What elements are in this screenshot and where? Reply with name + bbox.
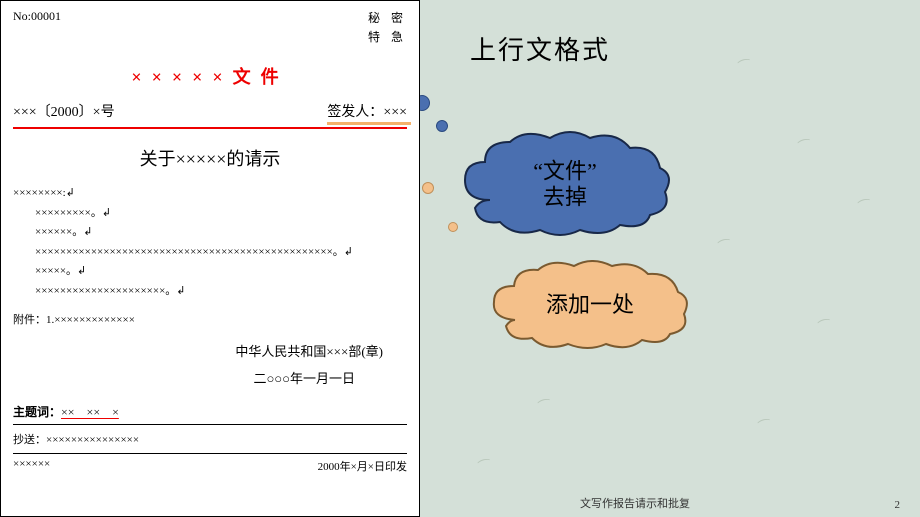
footer-text: 文写作报告请示和批复: [580, 495, 690, 511]
signer-field: 签发人：×××: [327, 101, 407, 121]
page-number: 2: [895, 499, 901, 511]
red-header-title: ×××××文件: [13, 63, 407, 89]
doc-number-top: No:00001: [13, 9, 61, 26]
cloud-text: “文件”去掉: [450, 159, 680, 212]
print-row: ×××××× 2000年×月×日印发: [13, 454, 407, 474]
secret-level: 秘 密: [368, 9, 407, 26]
cloud-callout-orange: 添加一处: [480, 260, 700, 350]
document-form: No:00001 秘 密 特 急 ×××××文件 ×××〔2000〕×号 签发人…: [0, 0, 420, 517]
cc-row: 抄送：×××××××××××××××: [13, 425, 407, 454]
separator-line: [13, 127, 407, 129]
document-body: ××××××××:↲ ×××××××××。↲ ××××××。↲ ××××××××…: [13, 185, 407, 301]
signature-line: 中华人民共和国×××部(章): [13, 341, 407, 360]
dot-decoration: [420, 95, 430, 111]
slide-title: 上行文格式: [470, 30, 610, 67]
document-title: 关于×××××的请示: [13, 145, 407, 171]
date-line: 二○○○年一月一日: [13, 368, 407, 387]
attachment-line: 附件：1.×××××××××××××: [13, 311, 407, 327]
cloud-text: 添加一处: [480, 292, 700, 318]
urgency-level: 特 急: [368, 28, 407, 45]
slide-area: 上行文格式 “文件”去掉 添加一处 ⁀ ⁀ ⁀ ⁀ ⁀ ⁀ ⁀ ⁀ 文写作报告请…: [420, 0, 920, 517]
cloud-callout-blue: “文件”去掉: [450, 130, 680, 240]
dot-decoration: [436, 120, 448, 132]
document-number: ×××〔2000〕×号: [13, 101, 115, 121]
keywords-row: 主题词：×× ×× ×: [13, 403, 407, 425]
dot-decoration: [422, 182, 434, 194]
